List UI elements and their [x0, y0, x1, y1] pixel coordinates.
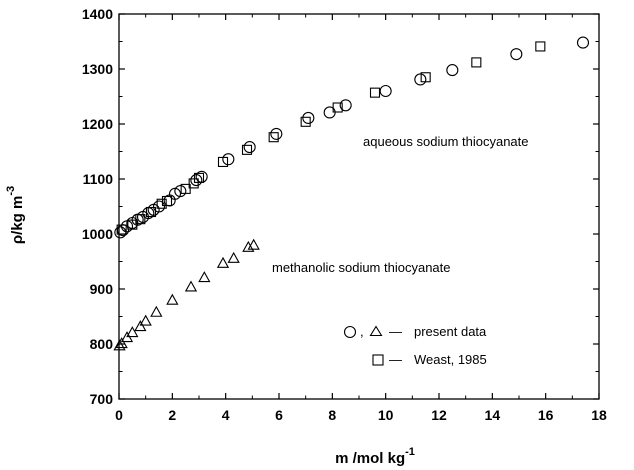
square-data-point	[156, 198, 167, 209]
circle-data-point	[243, 141, 256, 154]
triangle-data-point	[216, 256, 230, 268]
square-data-point	[145, 206, 157, 218]
y-axis-title: ρ/kg m-3	[5, 186, 26, 244]
circle-data-point	[576, 36, 590, 49]
circle-data-point	[174, 185, 187, 198]
y-axis-title-text: ρ/kg m	[9, 196, 26, 244]
x-axis-title: m /mol kg-1	[335, 446, 415, 467]
circle-data-point	[446, 64, 459, 77]
y-tick-label-6: 1300	[82, 61, 113, 77]
y-tick-label-2: 900	[90, 281, 114, 297]
legend-triangle-marker	[369, 325, 383, 337]
circle-data-point	[379, 84, 392, 98]
x-tick-label-8: 16	[538, 407, 554, 423]
square-data-point	[116, 224, 127, 235]
legend-separator: ,	[360, 324, 364, 339]
legend-dash-1: —	[389, 324, 402, 339]
axis-ticks	[118, 13, 600, 400]
square-data-point	[193, 172, 205, 183]
x-tick-label-4: 8	[328, 407, 336, 423]
y-tick-label-5: 1200	[82, 116, 113, 132]
triangle-data-point	[139, 314, 152, 326]
annotation-aqueous: aqueous sodium thiocyanate	[363, 134, 529, 149]
x-tick-label-0: 0	[115, 407, 123, 423]
x-tick-label-6: 12	[431, 407, 447, 423]
circle-data-point	[302, 111, 315, 124]
square-data-point	[300, 116, 311, 127]
x-axis-title-sup: -1	[405, 446, 415, 458]
square-data-point	[420, 72, 431, 83]
legend-label-present: present data	[414, 324, 487, 339]
x-tick-label-9: 18	[591, 407, 607, 423]
triangle-data-point	[198, 271, 211, 283]
circle-data-point	[414, 73, 427, 86]
legend-circle-marker	[343, 325, 357, 339]
axis-tick-labels: 0 2 4 6 8 10 12 14 16 18 700 800 900 1000 1100 1200 1300…	[82, 6, 607, 423]
triangle-data-point	[166, 293, 179, 305]
circle-data-point	[114, 226, 127, 239]
triangle-data-point	[242, 240, 255, 252]
square-data-point	[369, 87, 381, 98]
x-tick-label-1: 2	[168, 407, 176, 423]
triangle-data-point	[134, 320, 147, 332]
x-axis-title-text: m /mol kg	[335, 450, 405, 467]
y-tick-label-4: 1100	[83, 171, 114, 187]
x-tick-label-3: 6	[275, 407, 283, 423]
legend-label-weast: Weast, 1985	[414, 352, 487, 367]
square-data-point	[535, 41, 546, 52]
circle-data-point	[222, 153, 235, 166]
plot-frame	[118, 13, 600, 400]
y-tick-label-3: 1000	[82, 226, 113, 242]
square-data-point	[332, 102, 343, 113]
legend-square-marker	[372, 354, 384, 366]
data-points	[113, 36, 590, 351]
square-data-point	[135, 214, 146, 225]
circle-data-point	[339, 99, 352, 112]
x-tick-label-2: 4	[222, 407, 230, 423]
triangle-data-point	[247, 238, 260, 250]
square-data-point	[161, 195, 173, 207]
triangle-data-point	[150, 305, 163, 317]
legend-dash-2: —	[389, 352, 402, 367]
circle-data-point	[270, 127, 283, 140]
triangle-data-point	[115, 337, 128, 349]
square-data-point	[188, 178, 199, 189]
x-tick-label-5: 10	[378, 407, 394, 423]
triangle-data-point	[227, 251, 240, 263]
triangle-data-point	[113, 339, 126, 351]
y-tick-label-1: 800	[90, 336, 114, 352]
triangle-data-point	[184, 280, 198, 292]
square-data-point	[241, 144, 253, 155]
square-data-point	[180, 183, 191, 194]
x-tick-label-7: 14	[485, 407, 501, 423]
legend: , — present data — Weast, 1985	[343, 324, 487, 367]
square-data-point	[127, 219, 138, 230]
y-axis-title-sup: -3	[5, 186, 17, 196]
circle-data-point	[510, 48, 523, 61]
triangle-data-point	[126, 326, 139, 338]
annotation-methanolic: methanolic sodium thiocyanate	[272, 260, 451, 275]
circle-data-point	[152, 200, 166, 213]
square-data-point	[471, 57, 482, 68]
square-data-point	[268, 132, 279, 143]
y-tick-label-0: 700	[90, 391, 114, 407]
square-data-point	[217, 156, 229, 167]
y-tick-label-7: 1400	[82, 6, 113, 22]
